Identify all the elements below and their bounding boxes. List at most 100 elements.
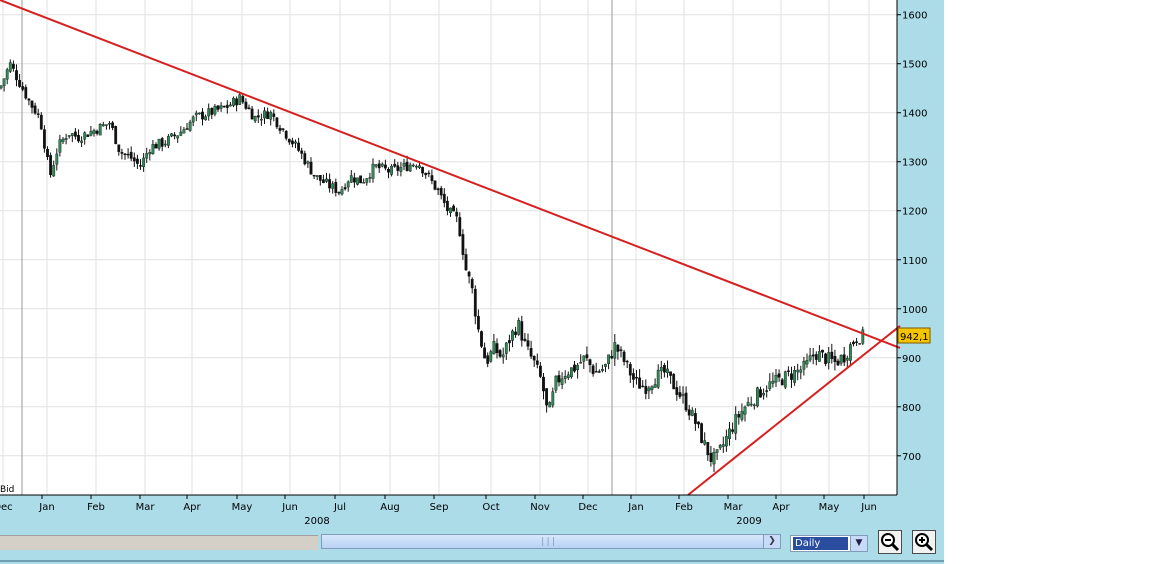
zoom-in-button[interactable]: [912, 530, 936, 554]
candle-body: [337, 191, 341, 194]
candle-body: [607, 354, 611, 364]
candle-body: [740, 411, 744, 420]
candle-body: [303, 153, 307, 165]
candle-body: [188, 121, 192, 131]
candle-body: [842, 354, 846, 363]
candle-body: [15, 70, 18, 81]
candle-body: [560, 378, 564, 385]
candle-body: [554, 375, 558, 391]
candle-body: [749, 403, 753, 406]
zoom-out-button[interactable]: [878, 530, 902, 554]
candle-body: [644, 385, 648, 394]
candle-body: [632, 373, 635, 380]
candle-body: [771, 380, 775, 384]
month-label: Jun: [860, 502, 877, 513]
scroll-right-arrow-icon[interactable]: ❯: [763, 535, 780, 548]
candle-body: [408, 164, 412, 172]
candle-body: [213, 105, 217, 115]
candle-body: [89, 131, 93, 136]
candle-body: [36, 113, 40, 115]
candle-body: [597, 371, 601, 373]
candle-body: [142, 157, 145, 167]
candle-body: [483, 347, 486, 359]
period-select[interactable]: Daily ▼: [790, 535, 868, 552]
candle-body: [253, 116, 257, 122]
candle-body: [287, 138, 291, 143]
candle-body: [461, 234, 465, 255]
candle-body: [470, 278, 474, 289]
candle-body: [486, 355, 490, 364]
candle-body: [176, 135, 180, 139]
candle-body: [523, 338, 527, 341]
candle-body: [219, 105, 223, 109]
candle-body: [52, 165, 56, 177]
candle-body: [411, 164, 415, 167]
candle-body: [768, 381, 772, 390]
candle-body: [700, 423, 704, 443]
candle-body: [690, 410, 694, 416]
candle-body: [821, 349, 824, 353]
period-selected-value: Daily: [793, 537, 848, 550]
candle-body: [238, 94, 242, 105]
candle-body: [132, 157, 136, 162]
candle-body: [613, 342, 617, 359]
candle-body: [436, 188, 440, 191]
candle-body: [191, 116, 195, 123]
y-tick-label: 1200: [902, 207, 927, 218]
candle-body: [480, 331, 483, 347]
candle-body: [294, 141, 297, 144]
candle-body: [489, 351, 493, 362]
month-label: Jan: [38, 502, 54, 513]
candle-body: [585, 354, 589, 359]
candle-body: [2, 78, 6, 87]
horizontal-scrollbar[interactable]: ||| ❯: [321, 534, 781, 549]
candle-body: [442, 193, 446, 203]
candle-body: [616, 344, 620, 352]
candle-body: [331, 183, 335, 189]
last-price-value: 942,1: [900, 332, 929, 343]
candle-body: [27, 98, 31, 101]
candle-body: [315, 175, 319, 178]
candle-body: [210, 108, 214, 115]
candle-body: [517, 320, 521, 335]
candle-body: [752, 404, 756, 406]
plot-area: [0, 0, 897, 495]
candle-body: [715, 449, 719, 453]
candle-body: [734, 414, 738, 434]
price-chart[interactable]: 700 800 900 1000 1100 1200 1300 1400 1500 1600 De…: [0, 0, 944, 530]
candle-body: [697, 421, 700, 425]
candle-body: [756, 387, 759, 407]
candle-body: [104, 124, 108, 126]
candle-body: [235, 98, 238, 106]
candle-body: [650, 386, 654, 390]
candle-body: [98, 123, 102, 136]
candle-body: [194, 112, 198, 116]
candle-body: [492, 341, 496, 355]
candle-body: [501, 354, 505, 358]
candle-body: [557, 375, 561, 383]
y-tick-label: 1400: [902, 109, 927, 120]
month-label: May: [819, 502, 840, 513]
month-label: May: [232, 502, 253, 513]
candle-body: [830, 351, 834, 360]
candle-body: [300, 150, 304, 154]
candle-body: [0, 85, 3, 89]
chevron-down-icon[interactable]: ▼: [850, 536, 867, 551]
candle-body: [573, 364, 576, 372]
last-price-badge: 942,1: [897, 327, 931, 344]
candle-body: [135, 158, 139, 164]
candle-body: [610, 355, 614, 359]
scroll-grip-icon[interactable]: |||: [540, 537, 557, 547]
candle-body: [86, 134, 90, 137]
candle-body: [30, 100, 34, 108]
candle-body: [656, 369, 660, 388]
candle-body: [746, 402, 750, 407]
candle-body: [805, 360, 809, 365]
candle-body: [467, 271, 471, 277]
zoom-in-icon: [915, 533, 934, 552]
candle-body: [591, 365, 595, 374]
candle-body: [604, 364, 607, 367]
candle-body: [148, 152, 152, 155]
candle-body: [67, 135, 71, 137]
candle-body: [101, 124, 105, 127]
